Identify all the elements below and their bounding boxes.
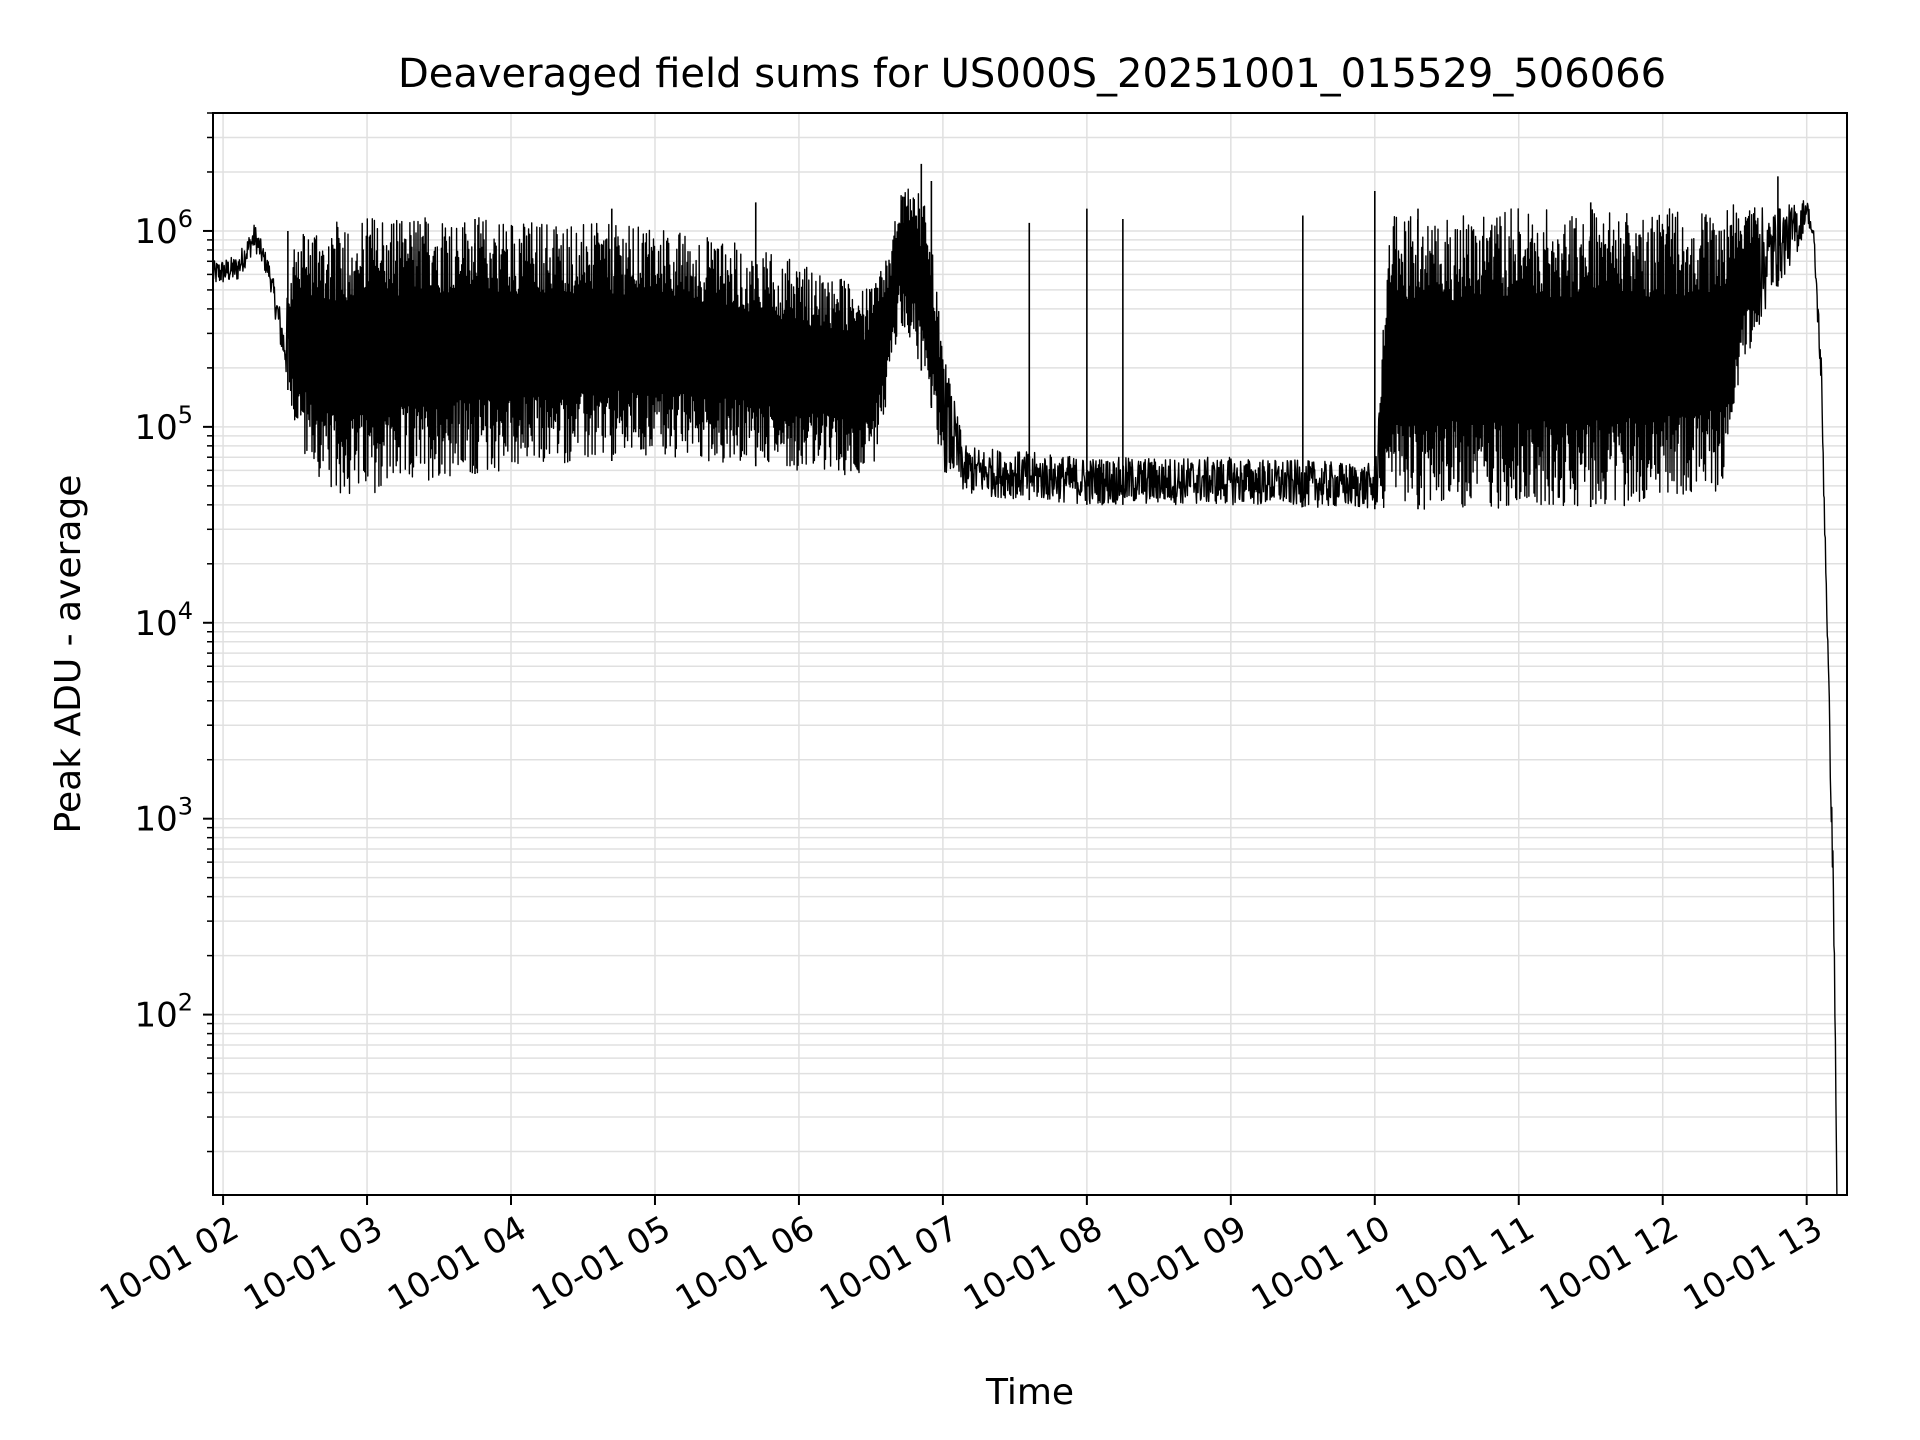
y-tick-label: 104 — [134, 597, 193, 644]
y-tick-label: 103 — [134, 793, 193, 840]
y-axis: 102 103 104 105 106 — [134, 112, 213, 1153]
y-tick-label: 106 — [134, 205, 193, 252]
y-axis-label: Peak ADU - average — [48, 475, 89, 834]
series-path — [212, 188, 1838, 1196]
x-axis-label: Time — [985, 1372, 1074, 1413]
y-tick-label: 102 — [134, 989, 193, 1036]
series-line — [212, 163, 1838, 1196]
chart-title: Deaveraged field sums for US000S_2025100… — [398, 51, 1666, 97]
y-tick-label: 105 — [134, 401, 193, 448]
plot-frame — [212, 112, 1848, 1196]
